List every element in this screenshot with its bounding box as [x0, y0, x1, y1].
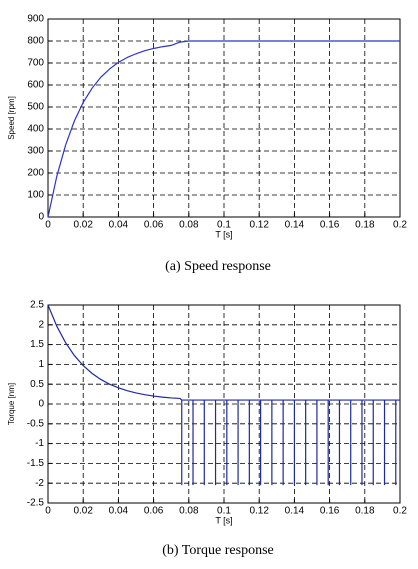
- plot-frame: [47, 18, 401, 218]
- x-tick-label: 0.2: [393, 506, 407, 517]
- x-tick-label: 0.1: [217, 220, 231, 231]
- y-tick-label: -2: [35, 478, 44, 489]
- y-tick-label: 200: [27, 168, 44, 179]
- plot-frame: [47, 304, 401, 504]
- y-tick-label: 2: [38, 319, 44, 330]
- y-axis-label: Speed [rpm]: [7, 96, 16, 140]
- y-tick-label: -1: [35, 438, 44, 449]
- y-tick-label: -0.5: [27, 418, 45, 429]
- y-tick-label: 500: [27, 102, 44, 113]
- y-tick-label: 2.5: [30, 300, 44, 311]
- y-tick-label: 1.5: [30, 339, 44, 350]
- y-tick-label: 0.5: [30, 379, 44, 390]
- y-tick-label: 1: [38, 359, 44, 370]
- x-tick-label: 0.16: [320, 220, 340, 231]
- x-tick-label: 0.02: [73, 506, 93, 517]
- y-tick-label: 900: [27, 14, 44, 25]
- y-axis-label: Torque [nm]: [7, 383, 16, 425]
- y-tick-label: 0: [38, 399, 44, 410]
- x-axis-label: T [s]: [215, 515, 232, 525]
- x-tick-label: 0.06: [144, 506, 164, 517]
- data-line: [47, 304, 400, 486]
- x-tick-label: 0.06: [144, 220, 164, 231]
- y-tick-label: -2.5: [27, 498, 45, 509]
- x-axis-label: T [s]: [215, 229, 232, 239]
- x-tick-label: 0.14: [285, 506, 305, 517]
- caption: (a) Speed response: [165, 259, 271, 274]
- y-tick-label: 400: [27, 124, 44, 135]
- x-tick-label: 0: [45, 506, 51, 517]
- x-tick-label: 0.18: [355, 506, 375, 517]
- y-tick-label: 600: [27, 80, 44, 91]
- x-tick-label: 0.08: [179, 220, 199, 231]
- y-tick-label: 700: [27, 58, 44, 69]
- x-tick-label: 0.12: [249, 506, 269, 517]
- x-tick-label: 0.1: [217, 506, 231, 517]
- y-tick-label: 0: [38, 212, 44, 223]
- caption: (b) Torque response: [162, 543, 274, 558]
- x-tick-label: 0.16: [320, 506, 340, 517]
- x-tick-label: 0.04: [109, 506, 129, 517]
- x-tick-label: 0.14: [285, 220, 305, 231]
- x-tick-label: 0.12: [249, 220, 269, 231]
- x-tick-label: 0.18: [355, 220, 375, 231]
- x-tick-label: 0.2: [393, 220, 407, 231]
- x-tick-label: 0.08: [179, 506, 199, 517]
- y-tick-label: 100: [27, 190, 44, 201]
- x-tick-label: 0.04: [109, 220, 129, 231]
- y-tick-label: 300: [27, 146, 44, 157]
- x-tick-label: 0.02: [73, 220, 93, 231]
- y-tick-label: -1.5: [27, 458, 45, 469]
- data-line: [47, 40, 400, 218]
- x-tick-label: 0: [45, 220, 51, 231]
- y-tick-label: 800: [27, 36, 44, 47]
